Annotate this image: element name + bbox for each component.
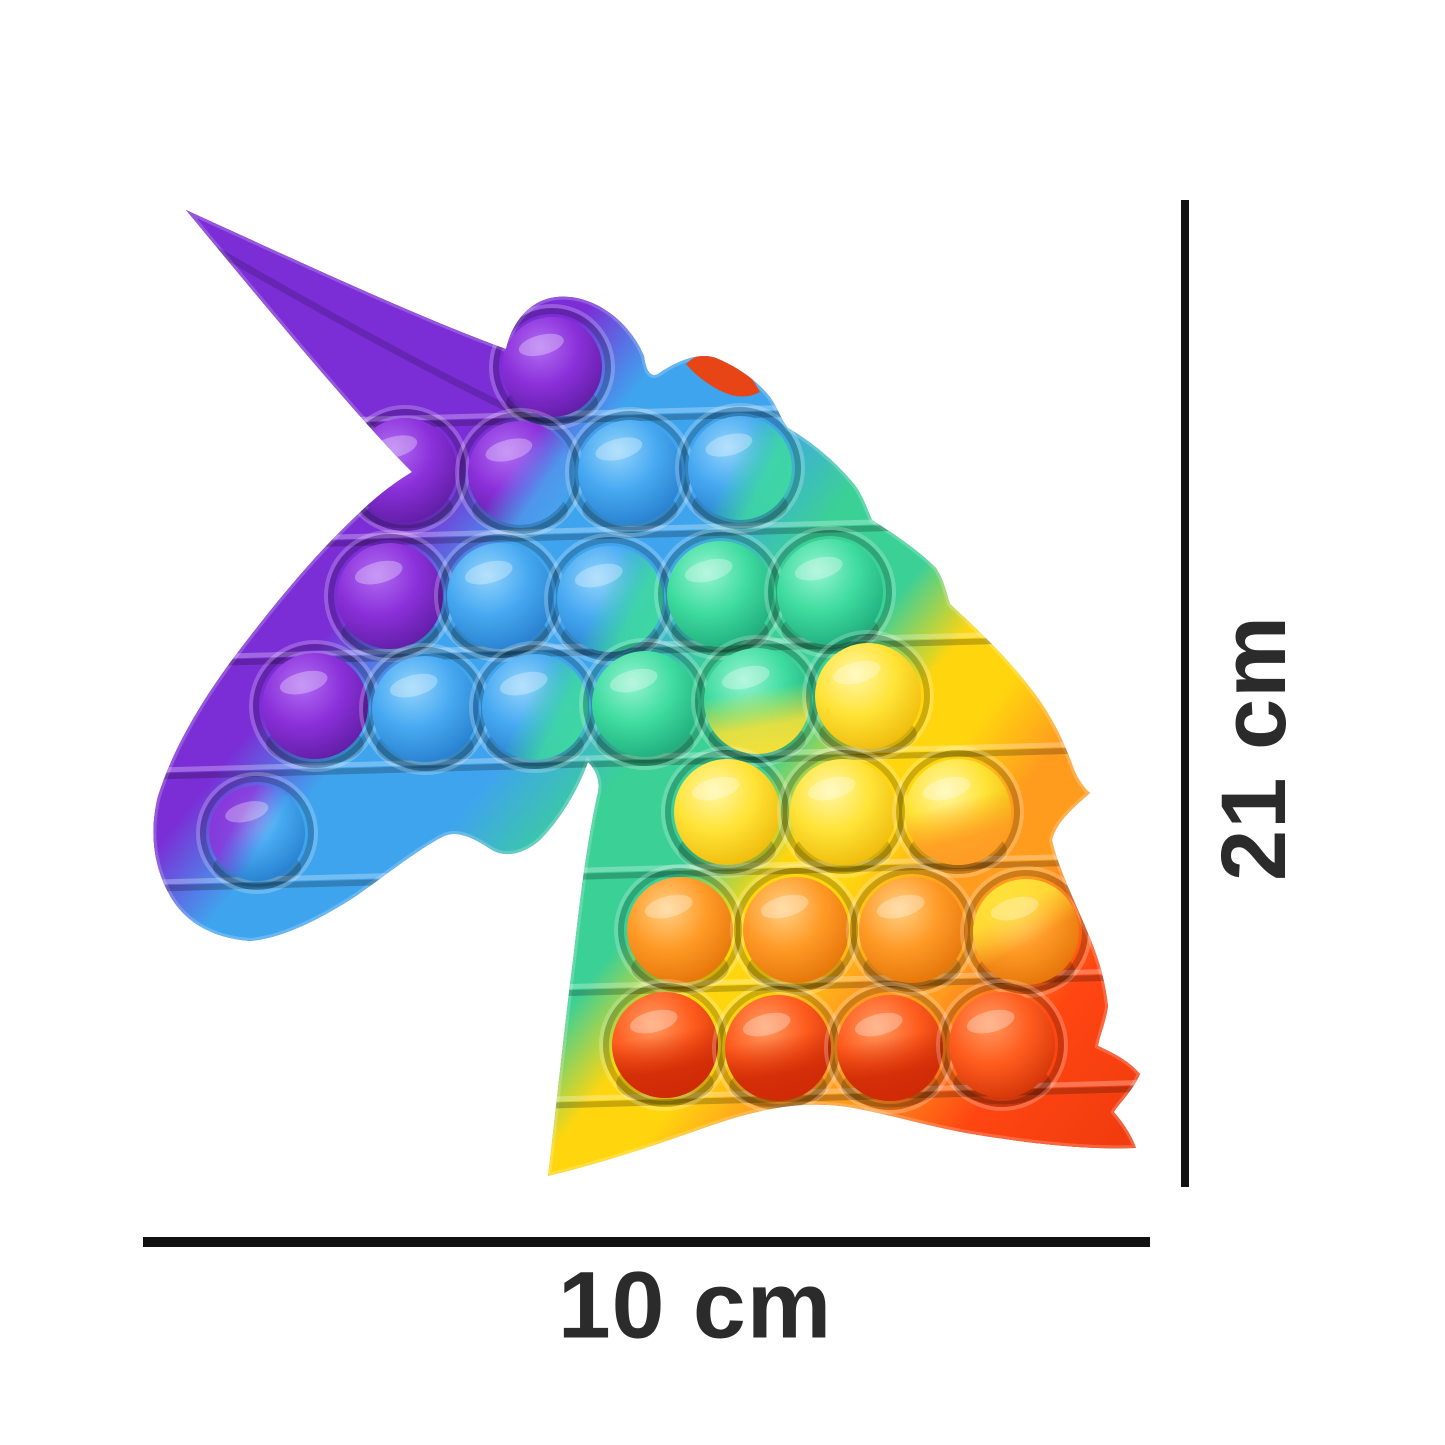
popit-bubble xyxy=(892,746,1024,878)
popit-bubble xyxy=(936,979,1068,1111)
popit-bubble xyxy=(489,304,615,430)
popit-bubble xyxy=(455,408,585,538)
row-ridge xyxy=(153,739,1140,782)
popit-bubble xyxy=(675,403,805,533)
popit-bubble xyxy=(565,407,695,537)
popit-bubble xyxy=(730,864,862,996)
popit-bubble xyxy=(599,979,731,1111)
popit-bubble xyxy=(802,630,934,762)
popit-bubble xyxy=(691,635,823,767)
row-ridge xyxy=(153,851,1140,894)
popit-bubble xyxy=(661,746,793,878)
popit-bubble xyxy=(614,864,746,996)
popit-bubble xyxy=(764,526,896,658)
popit-bubble xyxy=(777,746,909,878)
popit-bubble xyxy=(960,866,1092,998)
popit-bubble xyxy=(846,864,978,996)
popit-bubble xyxy=(824,982,956,1114)
height-dimension-label: 21 cm xyxy=(1203,615,1305,881)
width-dimension-label: 10 cm xyxy=(557,1252,833,1359)
popit-bubble xyxy=(469,641,601,773)
popit-bubble xyxy=(579,638,711,770)
mane-red-patch xyxy=(686,353,760,397)
popit-bubble xyxy=(712,982,844,1114)
popit-bubble xyxy=(340,405,470,535)
horn-groove xyxy=(208,244,552,432)
popit-bubble xyxy=(196,772,318,894)
